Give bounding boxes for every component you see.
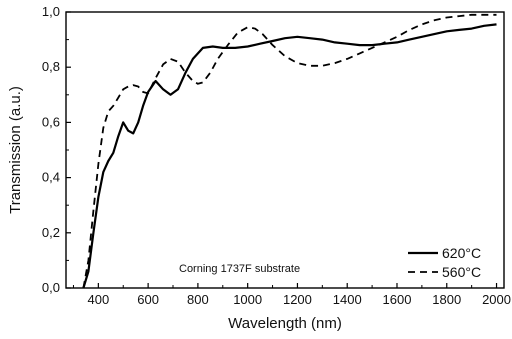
x-tick-label: 800 [187,292,209,307]
legend: 620°C 560°C [408,245,481,280]
x-tick-label: 2000 [482,292,511,307]
x-axis-title: Wavelength (nm) [228,315,342,332]
series-line-1 [82,23,497,289]
y-tick-label: 1,0 [42,4,60,19]
legend-label-1: 620°C [442,245,481,261]
ticks-layer: 400 600 800 1000 1200 1400 1600 1800 2000 0,0 0,2 0… [42,4,511,307]
y-tick-label: 0,0 [42,280,60,295]
x-tick-label: 1800 [432,292,461,307]
series-layer [82,13,497,289]
x-tick-label: 1600 [383,292,412,307]
x-tick-label: 1400 [333,292,362,307]
substrate-annotation: Corning 1737F substrate [179,263,300,275]
x-tick-label: 600 [137,292,159,307]
series-line-2 [82,13,497,289]
legend-label-2: 560°C [442,264,481,280]
y-tick-label: 0,8 [42,59,60,74]
x-tick-label: 1200 [283,292,312,307]
x-tick-label: 1000 [233,292,262,307]
plot-frame [65,11,505,289]
y-tick-label: 0,2 [42,225,60,240]
x-tick-label: 400 [88,292,110,307]
y-tick-label: 0,4 [42,170,60,185]
y-axis-title: Transmission (a.u.) [7,86,24,214]
y-tick-label: 0,6 [42,114,60,129]
